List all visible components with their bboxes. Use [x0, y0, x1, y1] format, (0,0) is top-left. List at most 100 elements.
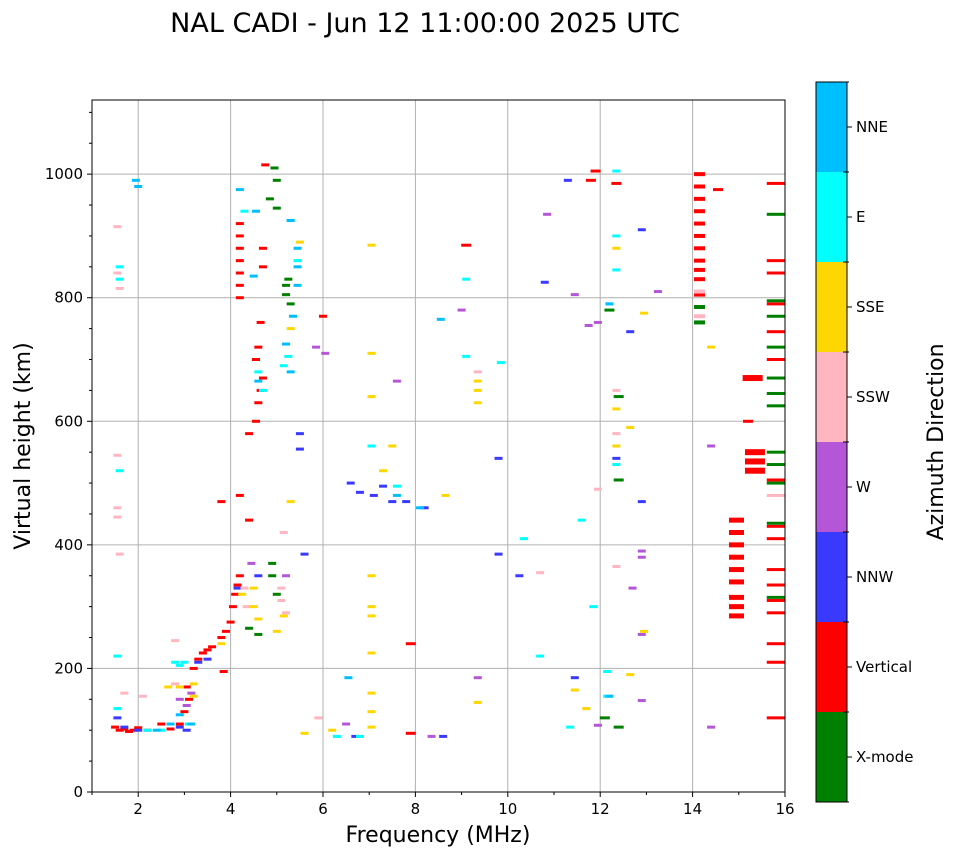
echo-mark-nnw	[540, 280, 549, 284]
echo-mark-nne	[286, 218, 295, 222]
echo-mark-w	[543, 212, 552, 216]
echo-mark-sse	[254, 617, 263, 621]
echo-mark-nne	[293, 283, 302, 287]
echo-mark-vertical	[120, 727, 129, 731]
echo-mark-e	[367, 444, 376, 448]
echo-mark-vertical	[134, 726, 143, 730]
echo-mark-x-mode	[272, 206, 281, 210]
echo-mark-x-mode	[265, 197, 274, 201]
colorbar-segment	[816, 442, 847, 532]
echo-mark-e	[113, 707, 122, 711]
echo-mark-nnw	[194, 660, 203, 664]
colorbar-segment	[816, 622, 847, 712]
echo-mark-vertical	[728, 594, 744, 600]
echo-mark-x-mode	[766, 404, 785, 408]
echo-mark-nnw	[626, 330, 635, 334]
colorbar-segment	[816, 352, 847, 442]
echo-mark-x-mode	[613, 478, 624, 482]
echo-mark-nnw	[182, 728, 191, 732]
echo-mark-sse	[189, 694, 198, 698]
echo-mark-sse	[707, 345, 716, 349]
echo-mark-w	[473, 676, 482, 680]
echo-mark-e	[143, 728, 152, 732]
y-tick-label: 1000	[45, 165, 83, 183]
echo-mark-w	[653, 290, 662, 294]
echo-mark-sse	[286, 327, 295, 331]
echo-mark-vertical	[166, 727, 175, 731]
plot-frame	[91, 99, 786, 793]
echo-mark-nne	[166, 722, 175, 726]
echo-mark-sse	[640, 311, 649, 315]
echo-mark-ssw	[314, 716, 323, 720]
echo-mark-nnw	[295, 447, 304, 451]
echo-mark-vertical	[226, 620, 235, 624]
echo-mark-sse	[473, 700, 482, 704]
echo-mark-vertical	[157, 722, 166, 726]
echo-mark-w	[637, 549, 646, 553]
echo-mark-vertical	[217, 636, 226, 640]
echo-mark-vertical	[744, 467, 765, 474]
echo-mark-e	[519, 537, 528, 541]
echo-mark-vertical	[728, 604, 744, 610]
echo-mark-ssw	[113, 271, 122, 275]
echo-mark-w	[247, 561, 256, 565]
colorbar-segment	[816, 82, 847, 172]
echo-mark-e	[332, 734, 341, 738]
echo-mark-sse	[570, 688, 579, 692]
echo-mark-vertical	[766, 358, 785, 361]
echo-mark-vertical	[611, 181, 622, 185]
echo-mark-sse	[612, 444, 621, 448]
echo-mark-ssw	[115, 286, 124, 290]
echo-mark-nnw	[346, 481, 355, 485]
echo-mark-vertical	[228, 605, 237, 609]
echo-mark-x-mode	[766, 521, 785, 525]
echo-mark-sse	[582, 707, 591, 711]
echo-mark-nnw	[134, 728, 143, 732]
echo-mark-e	[355, 734, 364, 738]
echo-mark-ssw	[536, 571, 545, 575]
echo-mark-e	[462, 277, 471, 281]
echo-mark-x-mode	[766, 299, 785, 303]
echo-mark-nnw	[637, 500, 646, 504]
echo-mark-w	[282, 574, 291, 578]
echo-mark-vertical	[766, 181, 785, 185]
echo-mark-x-mode	[766, 595, 785, 599]
echo-mark-vertical	[203, 648, 212, 652]
echo-mark-vertical	[235, 574, 244, 578]
echo-mark-vertical	[766, 598, 785, 602]
echo-mark-vertical	[258, 376, 267, 380]
echo-mark-vertical	[189, 666, 198, 670]
echo-mark-vertical	[728, 517, 744, 523]
echo-mark-sse	[367, 574, 376, 578]
echo-mark-vertical	[256, 320, 265, 324]
echo-mark-x-mode	[766, 391, 785, 395]
grid-lines	[92, 100, 785, 792]
echo-mark-nnw	[420, 506, 429, 510]
echo-mark-x-mode	[254, 632, 263, 636]
echo-mark-nnw	[300, 552, 309, 556]
echo-mark-ssw	[277, 586, 286, 590]
echo-mark-ssw	[612, 388, 621, 392]
axis-ticks: 2 4 6 8 10 12 14 16 0 200 400 600 800 1000	[45, 111, 795, 818]
echo-mark-nnw	[379, 484, 388, 488]
echo-mark-nnw	[612, 456, 621, 460]
colorbar-tick-label: W	[856, 478, 871, 496]
colorbar-tick-label: Vertical	[856, 658, 912, 676]
echo-mark-nnw	[494, 456, 503, 460]
echo-mark-e	[115, 469, 124, 473]
echo-mark-vertical	[217, 500, 226, 504]
echo-mark-nne	[152, 728, 161, 732]
echo-mark-ssw	[277, 598, 286, 602]
echo-mark-vertical	[182, 685, 191, 689]
echo-mark-sse	[249, 586, 258, 590]
echo-mark-x-mode	[245, 626, 254, 630]
echo-mark-nne	[282, 342, 291, 346]
echo-mark-nne	[252, 209, 261, 213]
echo-mark-nnw	[439, 734, 448, 738]
echo-mark-e	[536, 654, 545, 658]
echo-mark-sse	[367, 243, 376, 247]
echo-mark-vertical	[208, 645, 217, 649]
colorbar-tick-label: E	[856, 208, 865, 226]
echo-mark-e	[612, 463, 621, 467]
echo-mark-x-mode	[766, 376, 785, 380]
